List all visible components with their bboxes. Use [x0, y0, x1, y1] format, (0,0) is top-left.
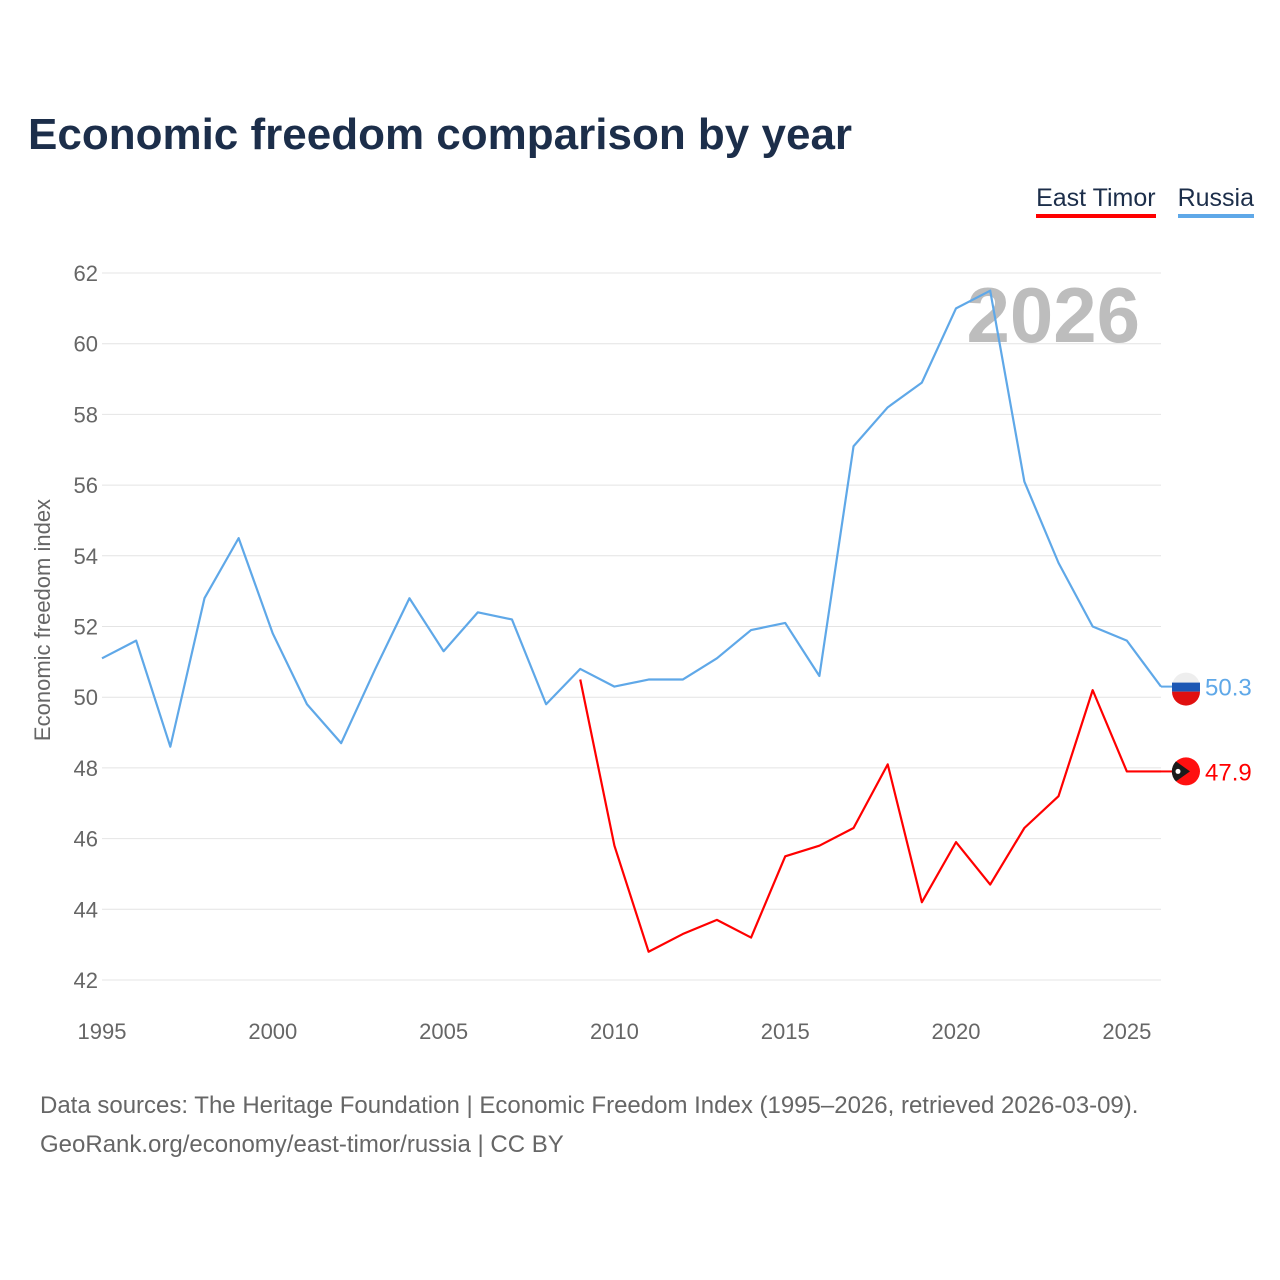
x-tick-label: 2025	[1102, 1019, 1151, 1044]
y-axis-label: Economic freedom index	[30, 499, 55, 741]
y-tick-label: 52	[74, 615, 98, 640]
chart-title: Economic freedom comparison by year	[28, 110, 853, 159]
east-timor-flag-star	[1175, 768, 1181, 774]
russia-flag-stripe	[1172, 682, 1200, 692]
east-timor-end-label: 47.9	[1205, 759, 1252, 786]
x-tick-label: 2005	[419, 1019, 468, 1044]
x-tick-label: 2020	[932, 1019, 981, 1044]
y-tick-label: 46	[74, 827, 98, 852]
legend-east-timor[interactable]: East Timor	[1036, 184, 1156, 218]
source-link[interactable]: GeoRank.org/economy/east-timor/russia | …	[40, 1131, 564, 1158]
legend-russia[interactable]: Russia	[1177, 184, 1254, 218]
x-tick-label: 2000	[248, 1019, 297, 1044]
russia-flag-stripe	[1172, 691, 1200, 706]
year-watermark: 2026	[966, 271, 1140, 359]
legend: East Timor Russia	[1036, 184, 1254, 218]
footer: Data sources: The Heritage Foundation | …	[40, 1086, 1138, 1164]
x-tick-label: 2010	[590, 1019, 639, 1044]
y-tick-label: 44	[74, 897, 98, 922]
east-timor-flag-triangle	[1171, 761, 1190, 782]
y-tick-label: 48	[74, 756, 98, 781]
data-source: Data sources: The Heritage Foundation | …	[40, 1092, 1139, 1119]
russia-end-label: 50.3	[1205, 675, 1252, 702]
y-tick-label: 50	[74, 685, 98, 710]
series-line-east-timor	[579, 679, 1161, 953]
y-tick-label: 62	[74, 261, 98, 286]
x-tick-label: 2015	[761, 1019, 810, 1044]
series-line-russia	[101, 289, 1162, 748]
y-tick-label: 42	[74, 968, 98, 993]
y-tick-label: 60	[74, 332, 98, 357]
y-tick-label: 58	[74, 402, 98, 427]
x-tick-label: 1995	[78, 1019, 127, 1044]
y-tick-label: 56	[74, 473, 98, 498]
y-tick-label: 54	[74, 544, 98, 569]
